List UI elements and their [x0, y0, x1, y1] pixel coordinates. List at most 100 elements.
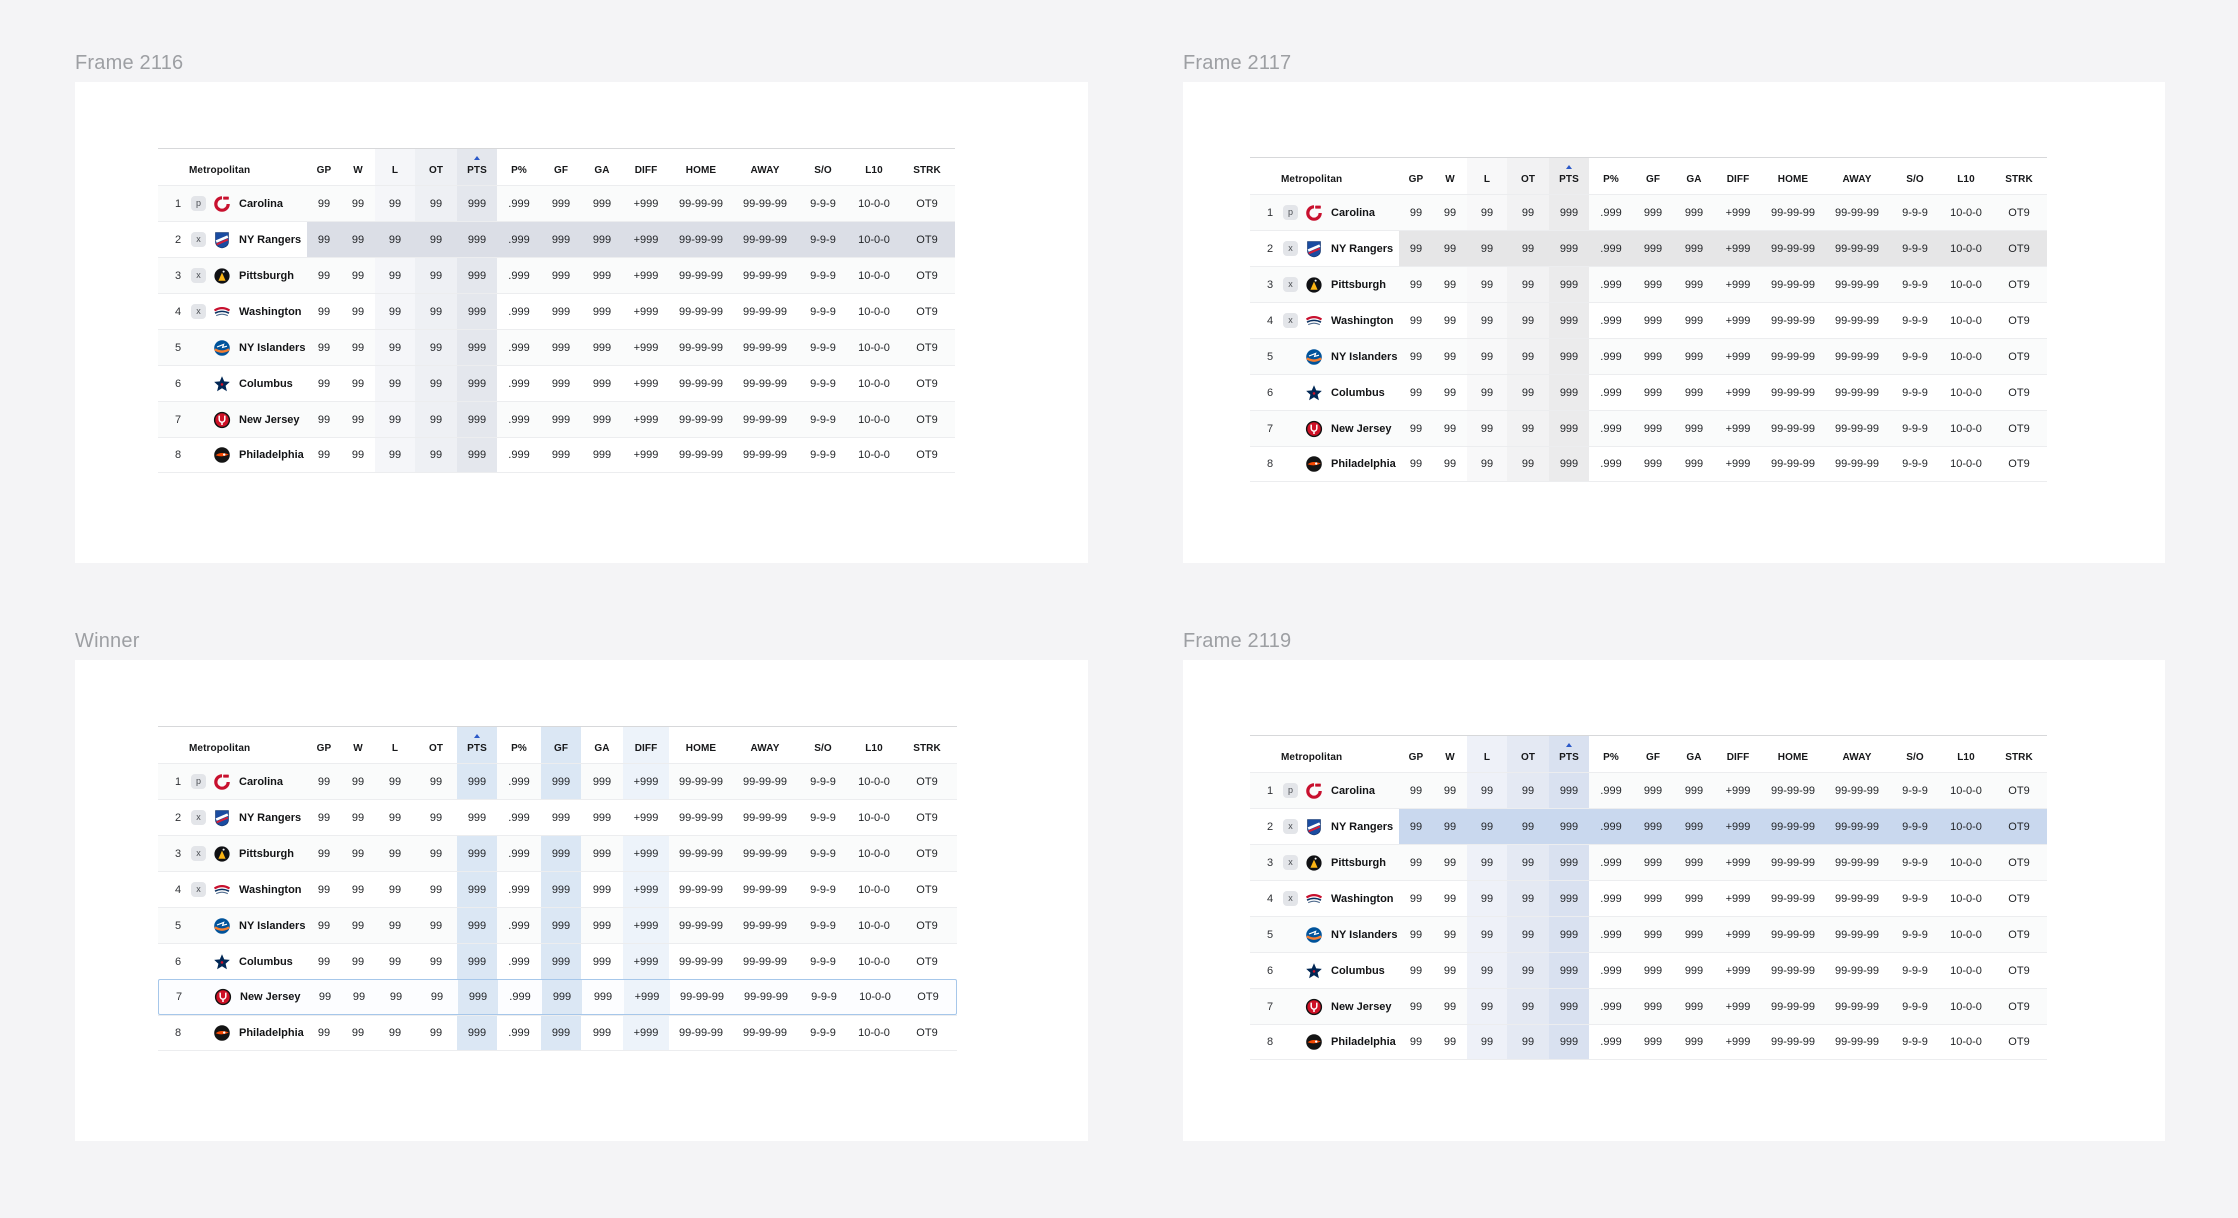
column-header-home[interactable]: HOME: [669, 727, 733, 763]
team-row-ny-islanders[interactable]: 5 NY Islanders 99 99 99 99 999.999 999 999 +999 99…: [158, 907, 957, 943]
column-header-ga[interactable]: GA: [1673, 158, 1715, 194]
column-header-l[interactable]: L: [375, 149, 415, 185]
column-header-ga[interactable]: GA: [1673, 736, 1715, 772]
team-row-ny-rangers[interactable]: 2 x NY Rangers 99 99 99 99 999.999 999 999 +999 99-…: [1250, 230, 2047, 266]
team-row-pittsburgh[interactable]: 3 x Pittsburgh 99 99 99 99 999.999 999 999 +999 99-…: [1250, 844, 2047, 880]
frame-title-winner[interactable]: Winner: [75, 630, 140, 652]
column-header-l10[interactable]: L10: [849, 149, 899, 185]
column-header-home[interactable]: HOME: [669, 149, 733, 185]
team-row-carolina[interactable]: 1 p Carolina 99 99 99 99 999.999 999 999 +999 99-99…: [158, 185, 955, 221]
column-header-w[interactable]: W: [341, 727, 375, 763]
team-row-philadelphia[interactable]: 8 Philadelphia 99 99 99 99 999.999 999 999 +999 99…: [158, 1015, 957, 1051]
column-header-diff[interactable]: DIFF: [623, 149, 669, 185]
column-header-pts[interactable]: PTS: [1549, 158, 1589, 194]
column-header-strk[interactable]: STRK: [899, 727, 955, 763]
cell-so: 9-9-9: [797, 222, 849, 257]
column-header-l[interactable]: L: [375, 727, 415, 763]
column-header-l10[interactable]: L10: [1941, 736, 1991, 772]
column-header-so[interactable]: S/O: [1889, 736, 1941, 772]
column-header-pct[interactable]: P%: [1589, 736, 1633, 772]
team-row-washington[interactable]: 4 x Washington 99 99 99 99 999.999 999 999 +999 99-…: [158, 293, 955, 329]
team-row-new-jersey[interactable]: 7 New Jersey 99 99 99 99 999.999 999 999 +999 99-9…: [158, 401, 955, 437]
team-row-washington[interactable]: 4 x Washington 99 99 99 99 999.999 999 999 +999 99-…: [158, 871, 957, 907]
column-header-l10[interactable]: L10: [1941, 158, 1991, 194]
column-header-diff[interactable]: DIFF: [623, 727, 669, 763]
column-header-gp[interactable]: GP: [307, 727, 341, 763]
frame-title-frame-2119[interactable]: Frame 2119: [1183, 630, 1292, 652]
column-header-diff[interactable]: DIFF: [1715, 158, 1761, 194]
column-header-strk[interactable]: STRK: [1991, 158, 2047, 194]
team-row-washington[interactable]: 4 x Washington 99 99 99 99 999.999 999 999 +999 99-…: [1250, 880, 2047, 916]
stat-value-ga: 999: [1684, 278, 1704, 291]
column-header-away[interactable]: AWAY: [733, 149, 797, 185]
column-header-ot[interactable]: OT: [415, 727, 457, 763]
column-header-gf[interactable]: GF: [541, 149, 581, 185]
stat-value-gp: 99: [317, 1027, 331, 1039]
column-header-pts[interactable]: PTS: [457, 149, 497, 185]
team-row-columbus[interactable]: 6 Columbus 99 99 99 99 999.999 999 999 +999 99-99-…: [1250, 374, 2047, 410]
column-header-w[interactable]: W: [1433, 158, 1467, 194]
column-header-pts[interactable]: PTS: [457, 727, 497, 763]
column-header-label: AWAY: [750, 165, 780, 176]
column-header-gf[interactable]: GF: [1633, 736, 1673, 772]
team-row-ny-islanders[interactable]: 5 NY Islanders 99 99 99 99 999.999 999 999 +999 99…: [1250, 916, 2047, 952]
column-header-gp[interactable]: GP: [1399, 736, 1433, 772]
team-row-new-jersey[interactable]: 7 New Jersey 99 99 99 99 999.999 999 999 +999 99-9…: [1250, 988, 2047, 1024]
column-header-pts[interactable]: PTS: [1549, 736, 1589, 772]
column-header-gp[interactable]: GP: [307, 149, 341, 185]
column-header-home[interactable]: HOME: [1761, 736, 1825, 772]
team-row-pittsburgh[interactable]: 3 x Pittsburgh 99 99 99 99 999.999 999 999 +999 99-…: [158, 835, 957, 871]
team-row-pittsburgh[interactable]: 3 x Pittsburgh 99 99 99 99 999.999 999 999 +999 99-…: [158, 257, 955, 293]
stat-value-ot: 99: [1521, 892, 1535, 905]
column-header-l10[interactable]: L10: [849, 727, 899, 763]
column-header-away[interactable]: AWAY: [1825, 736, 1889, 772]
column-header-home[interactable]: HOME: [1761, 158, 1825, 194]
column-header-w[interactable]: W: [341, 149, 375, 185]
column-header-gf[interactable]: GF: [541, 727, 581, 763]
team-row-ny-rangers[interactable]: 2 x NY Rangers 99 99 99 99 999.999 999 999 +999 99-…: [158, 799, 957, 835]
column-header-strk[interactable]: STRK: [1991, 736, 2047, 772]
column-header-pct[interactable]: P%: [1589, 158, 1633, 194]
column-header-so[interactable]: S/O: [797, 149, 849, 185]
team-row-ny-rangers[interactable]: 2 x NY Rangers 99 99 99 99 999.999 999 999 +999 99-…: [1250, 808, 2047, 844]
team-row-carolina[interactable]: 1 p Carolina 99 99 99 99 999.999 999 999 +999 99-99…: [1250, 194, 2047, 230]
team-row-columbus[interactable]: 6 Columbus 99 99 99 99 999.999 999 999 +999 99-99-…: [158, 943, 957, 979]
column-header-ga[interactable]: GA: [581, 727, 623, 763]
team-row-philadelphia[interactable]: 8 Philadelphia 99 99 99 99 999.999 999 999 +999 99…: [1250, 1024, 2047, 1060]
column-header-so[interactable]: S/O: [1889, 158, 1941, 194]
column-header-pct[interactable]: P%: [497, 727, 541, 763]
team-row-ny-rangers[interactable]: 2 x NY Rangers 99 99 99 99 999.999 999 999 +999 99-…: [158, 221, 955, 257]
team-row-pittsburgh[interactable]: 3 x Pittsburgh 99 99 99 99 999.999 999 999 +999 99-…: [1250, 266, 2047, 302]
column-header-strk[interactable]: STRK: [899, 149, 955, 185]
column-header-gp[interactable]: GP: [1399, 158, 1433, 194]
frame-title-frame-2117[interactable]: Frame 2117: [1183, 52, 1292, 74]
stat-value-diff: +999: [633, 919, 659, 932]
team-row-new-jersey[interactable]: 7 New Jersey 99 99 99 99 999.999 999 999 +999 99-9…: [158, 979, 957, 1015]
column-header-ga[interactable]: GA: [581, 149, 623, 185]
team-row-columbus[interactable]: 6 Columbus 99 99 99 99 999.999 999 999 +999 99-99-…: [1250, 952, 2047, 988]
column-header-gf[interactable]: GF: [1633, 158, 1673, 194]
column-header-away[interactable]: AWAY: [1825, 158, 1889, 194]
team-row-new-jersey[interactable]: 7 New Jersey 99 99 99 99 999.999 999 999 +999 99-9…: [1250, 410, 2047, 446]
column-header-ot[interactable]: OT: [1507, 736, 1549, 772]
frame-title-frame-2116[interactable]: Frame 2116: [75, 52, 184, 74]
column-header-l[interactable]: L: [1467, 736, 1507, 772]
cell-gp: 99: [1399, 953, 1433, 988]
team-row-ny-islanders[interactable]: 5 NY Islanders 99 99 99 99 999.999 999 999 +999 99…: [158, 329, 955, 365]
column-header-so[interactable]: S/O: [797, 727, 849, 763]
standings-table: Metropolitan GP W L OT PTS P% GF GA DIFF HOME AWAY S…: [1250, 735, 2047, 1060]
team-row-ny-islanders[interactable]: 5 NY Islanders 99 99 99 99 999.999 999 999 +999 99…: [1250, 338, 2047, 374]
team-row-carolina[interactable]: 1 p Carolina 99 99 99 99 999.999 999 999 +999 99-99…: [158, 763, 957, 799]
column-header-ot[interactable]: OT: [1507, 158, 1549, 194]
column-header-pct[interactable]: P%: [497, 149, 541, 185]
team-row-columbus[interactable]: 6 Columbus 99 99 99 99 999.999 999 999 +999 99-99-…: [158, 365, 955, 401]
column-header-w[interactable]: W: [1433, 736, 1467, 772]
team-row-carolina[interactable]: 1 p Carolina 99 99 99 99 999.999 999 999 +999 99-99…: [1250, 772, 2047, 808]
column-header-away[interactable]: AWAY: [733, 727, 797, 763]
column-header-l[interactable]: L: [1467, 158, 1507, 194]
team-row-washington[interactable]: 4 x Washington 99 99 99 99 999.999 999 999 +999 99-…: [1250, 302, 2047, 338]
column-header-ot[interactable]: OT: [415, 149, 457, 185]
team-row-philadelphia[interactable]: 8 Philadelphia 99 99 99 99 999.999 999 999 +999 99…: [1250, 446, 2047, 482]
team-row-philadelphia[interactable]: 8 Philadelphia 99 99 99 99 999.999 999 999 +999 99…: [158, 437, 955, 473]
column-header-diff[interactable]: DIFF: [1715, 736, 1761, 772]
